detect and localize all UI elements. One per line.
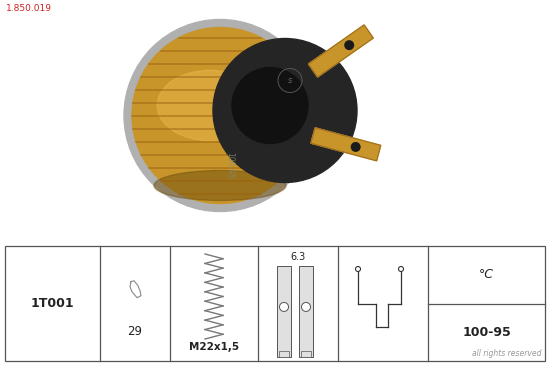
Ellipse shape [252,78,288,103]
Circle shape [132,27,308,203]
Ellipse shape [154,171,286,201]
Text: 1T001: 1T001 [31,297,74,310]
Text: 100-95: 100-95 [226,152,234,179]
Text: all rights reserved: all rights reserved [471,349,541,358]
Bar [279,351,289,357]
Text: s: s [288,76,292,85]
Circle shape [351,142,361,152]
Polygon shape [309,25,373,77]
Text: 100-95: 100-95 [462,326,511,339]
Circle shape [213,38,357,183]
Text: M22x1,5: M22x1,5 [189,342,239,352]
Bar [0,0,550,241]
Ellipse shape [225,66,275,165]
Circle shape [344,40,354,50]
Circle shape [124,19,316,212]
Circle shape [399,266,404,272]
Text: 6.3: 6.3 [290,252,306,262]
Bar [277,266,291,357]
Circle shape [232,67,308,143]
Polygon shape [311,128,381,161]
Text: 1.850.019: 1.850.019 [6,4,52,13]
Bar [301,351,311,357]
Bar [5,246,545,361]
Text: °C: °C [479,268,494,281]
Circle shape [279,302,289,311]
Ellipse shape [157,70,263,141]
Text: 29: 29 [128,325,142,339]
Circle shape [301,302,311,311]
Bar [299,266,313,357]
Circle shape [355,266,360,272]
